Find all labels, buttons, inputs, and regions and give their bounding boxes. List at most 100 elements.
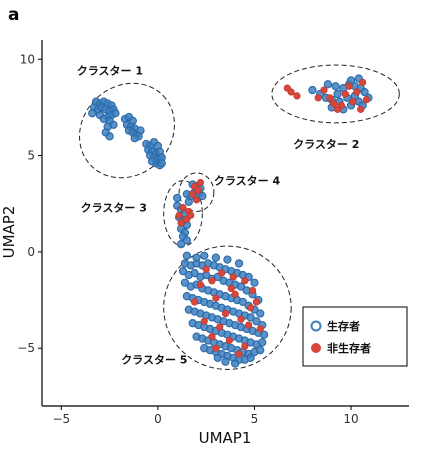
cluster-ellipse-4 [178, 172, 215, 212]
survivor-point [105, 132, 114, 141]
cluster-labels: クラスター 1 クラスター 2 クラスター 3 クラスター 4 クラスター 5 [77, 65, 360, 367]
nonsurvivor-point [241, 277, 249, 285]
nonsurvivor-point [237, 315, 245, 323]
nonsurvivor-point [333, 105, 342, 113]
nonsurvivor-point [189, 190, 197, 198]
survivor-point [323, 80, 333, 89]
survivor-point [180, 278, 190, 287]
survivor-point [256, 309, 265, 318]
survivor-point [236, 282, 246, 291]
nonsurvivor-point [326, 94, 334, 102]
nonsurvivor-point [353, 88, 361, 96]
nonsurvivor-point [287, 88, 295, 96]
nonsurvivor-point [221, 309, 230, 318]
survivor-point [182, 236, 192, 245]
survivor-point [258, 338, 267, 347]
survivor-point [333, 89, 342, 99]
cluster-ellipse-2 [271, 64, 400, 124]
x-tick-label: 5 [251, 412, 259, 426]
survivor-point [213, 353, 222, 362]
survivor-point [360, 87, 369, 97]
nonsurvivor-point [349, 98, 357, 106]
nonsurvivor-point [314, 94, 322, 102]
data-points [88, 74, 373, 368]
nonsurvivor-point [208, 333, 216, 341]
survivor-point [331, 82, 340, 91]
survivor-point [157, 159, 166, 168]
cluster-label-3: クラスター 3 [81, 201, 147, 214]
nonsurvivor-point [245, 321, 253, 329]
nonsurvivor-point [175, 211, 183, 219]
survivor-point [238, 297, 248, 307]
nonsurvivor-point [225, 336, 233, 345]
nonsurvivor-point [216, 323, 224, 331]
nonsurvivor-point [320, 86, 328, 94]
survivor-point [173, 193, 182, 203]
nonsurvivor-point [293, 92, 301, 100]
nonsurvivor-point [212, 294, 220, 302]
nonsurvivor-point [194, 186, 203, 194]
survivor-point [200, 251, 209, 260]
y-tick-label: 10 [20, 52, 35, 66]
nonsurvivor-point [202, 265, 210, 273]
nonsurvivor-point [212, 344, 220, 352]
nonsurvivor-point [196, 178, 204, 187]
survivor-point [182, 251, 192, 260]
legend-marker-survivor [310, 320, 322, 332]
survivor-point [250, 278, 259, 287]
cluster-label-2: クラスター 2 [293, 138, 359, 151]
nonsurvivor-point [187, 211, 195, 219]
nonsurvivor-point [200, 317, 208, 325]
survivor-point [252, 317, 261, 326]
nonsurvivor-point [256, 325, 264, 333]
survivor-point [192, 253, 201, 262]
nonsurvivor-point [229, 273, 237, 281]
nonsurvivor-point [357, 105, 365, 113]
nonsurvivor-point [359, 78, 367, 86]
nonsurvivor-point [345, 82, 353, 90]
nonsurvivor-point [330, 99, 338, 108]
survivor-point [246, 353, 255, 362]
y-tick-label: 5 [27, 149, 35, 163]
nonsurvivor-point [208, 277, 216, 285]
legend-box [302, 306, 408, 367]
survivor-point [223, 255, 232, 264]
x-tick-label: 0 [154, 412, 162, 426]
nonsurvivor-point [192, 196, 201, 204]
nonsurvivor-point [341, 90, 349, 98]
survivor-point [178, 267, 188, 276]
nonsurvivor-point [248, 286, 257, 295]
survivor-point [256, 345, 265, 355]
survivor-point [147, 157, 157, 166]
legend-label-nonsurvivor: 非生存者 [327, 341, 371, 355]
y-tick-label: −5 [17, 341, 35, 355]
cluster-label-5: クラスター 5 [121, 354, 187, 367]
legend-marker-nonsurvivor [311, 343, 321, 353]
survivor-point [111, 109, 120, 118]
survivor-point [88, 109, 97, 118]
survivor-point [130, 134, 139, 143]
survivor-point [211, 253, 220, 262]
nonsurvivor-point [231, 290, 239, 298]
y-axis-title: UMAP2 [0, 206, 18, 259]
x-axis-title: UMAP1 [199, 429, 252, 447]
survivor-point [198, 191, 207, 201]
nonsurvivor-point [241, 342, 249, 350]
nonsurvivor-point [218, 269, 226, 277]
survivor-point [259, 330, 269, 339]
survivor-point [246, 313, 255, 322]
cluster-ellipse-5 [163, 245, 292, 370]
survivor-point [190, 268, 199, 278]
nonsurvivor-point [177, 219, 185, 227]
survivor-point [221, 357, 230, 366]
nonsurvivor-point [362, 96, 371, 104]
x-tick-label: −5 [52, 412, 70, 426]
survivor-point [231, 359, 240, 368]
survivor-point [234, 259, 244, 268]
y-tick-label: 0 [27, 245, 35, 259]
nonsurvivor-point [247, 304, 255, 312]
survivor-point [176, 240, 186, 249]
